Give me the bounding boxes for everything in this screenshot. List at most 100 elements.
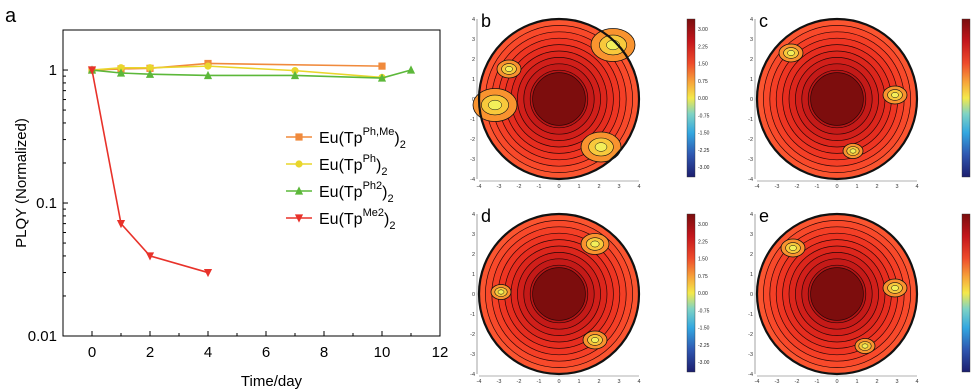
x-tick-label: 8: [320, 344, 328, 361]
y-tick-label: -2: [470, 137, 475, 143]
contour-spot: [580, 233, 610, 255]
x-tick-label: 2: [875, 379, 878, 385]
y-tick-label: 1: [750, 272, 753, 278]
x-tick-label: -3: [497, 184, 502, 190]
chart-a: 0 2 4 6 8 10 12 1 0.1 0.01 Time/day PLQY (Normalize…: [13, 29, 449, 390]
contour-spot: [496, 59, 522, 79]
x-tick-label: 2: [597, 379, 600, 385]
colorbar-tick-label: 3.00: [698, 222, 708, 228]
x-tick-label: 2: [146, 344, 154, 361]
data-point: [117, 64, 125, 72]
data-point: [295, 133, 303, 141]
y-tick-label: 2: [472, 57, 475, 63]
x-tick-label: 1: [577, 379, 580, 385]
colorbar-tick-label: -1.50: [698, 131, 710, 137]
legend-label: Eu(TpPh)2: [319, 153, 388, 178]
x-tick-label: -1: [815, 184, 820, 190]
data-point: [377, 73, 387, 82]
data-point: [291, 67, 299, 75]
colorbar-tick-label: -0.75: [698, 113, 710, 119]
colorbar-tick-label: -2.25: [698, 343, 710, 349]
contour-rim: [477, 17, 641, 181]
y-tick-label: -2: [748, 332, 753, 338]
data-point: [290, 70, 300, 80]
series-0: [88, 59, 386, 74]
panel-label-c: c: [759, 11, 768, 31]
y-tick-label: 4: [472, 17, 475, 23]
y-tick-label: -1: [470, 312, 475, 318]
x-tick-label: 4: [637, 379, 640, 385]
x-tick-label: -2: [795, 184, 800, 190]
colorbar-tick-label: 1.50: [698, 257, 708, 263]
contour-rim: [755, 17, 919, 181]
data-point: [145, 69, 155, 78]
x-tick-label: 4: [637, 184, 640, 190]
contour-spot: [582, 330, 608, 350]
contour-spot: [842, 143, 864, 159]
contour-core: [810, 72, 864, 126]
x-tick-label: 0: [557, 184, 560, 190]
x-tick-label: 3: [617, 379, 620, 385]
x-tick-label: -2: [795, 379, 800, 385]
y-tick-label: -1: [748, 312, 753, 318]
y-tick-label: -3: [748, 352, 753, 358]
series-line: [91, 69, 209, 274]
x-tick-label: -1: [815, 379, 820, 385]
x-tick-label: -2: [517, 379, 522, 385]
colorbar-tick-label: 0.00: [698, 96, 708, 102]
x-tick-label: -4: [477, 379, 482, 385]
data-point: [203, 70, 213, 80]
x-tick-label: 0: [557, 379, 560, 385]
colorbar-tick-label: -1.50: [698, 326, 710, 332]
y-tick-label: 0.01: [28, 328, 57, 345]
y-axis-label: PLQY (Normalized): [13, 118, 30, 248]
data-point: [204, 62, 212, 70]
series-2: [87, 65, 416, 82]
y-tick-label: 2: [750, 57, 753, 63]
x-tick-label: 3: [895, 379, 898, 385]
x-tick-label: 4: [915, 379, 918, 385]
contour-spot: [882, 278, 908, 298]
y-tick-label: -4: [470, 372, 475, 378]
data-point: [145, 252, 155, 261]
y-tick-label: 0: [472, 97, 475, 103]
x-tick-label: 6: [262, 344, 270, 361]
data-point: [378, 62, 386, 70]
y-tick-label: -3: [748, 157, 753, 163]
y-tick-label: -1: [748, 117, 753, 123]
y-tick-label: 4: [750, 17, 753, 23]
x-tick-label: 4: [204, 344, 212, 361]
x-tick-label: -2: [517, 184, 522, 190]
contour-core: [532, 267, 586, 321]
data-point: [116, 68, 126, 77]
x-tick-label: 3: [617, 184, 620, 190]
colorbar-tick-label: 0.75: [698, 274, 708, 280]
colorbar: [961, 18, 971, 178]
contour-spot: [854, 338, 876, 354]
y-tick-label: -3: [470, 157, 475, 163]
legend: Eu(TpPh,Me)2Eu(TpPh)2Eu(TpPh2)2Eu(TpMe2)…: [286, 126, 406, 232]
y-tick-label: 1: [750, 77, 753, 83]
x-tick-label: 12: [432, 344, 449, 361]
x-tick-label: 4: [915, 184, 918, 190]
contour-core: [810, 267, 864, 321]
y-tick-label: 4: [750, 212, 753, 218]
y-tick-label: -1: [470, 117, 475, 123]
y-tick-label: 0: [750, 292, 753, 298]
plot-frame-a: [62, 29, 441, 337]
colorbar: [686, 18, 696, 178]
y-tick-label: 2: [472, 252, 475, 258]
y-tick-label: -4: [470, 177, 475, 183]
x-tick-label: -3: [775, 184, 780, 190]
y-tick-label: -2: [470, 332, 475, 338]
x-tick-label: -4: [477, 184, 482, 190]
panel-label-b: b: [481, 11, 491, 31]
y-tick-label: 1: [49, 62, 57, 79]
data-point: [295, 160, 303, 168]
colorbar-tick-label: 2.25: [698, 44, 708, 50]
legend-item: Eu(TpMe2)2: [286, 207, 395, 232]
colorbar-tick-label: -3.00: [698, 165, 710, 171]
contour-spot: [472, 88, 518, 122]
x-tick-label: 3: [895, 184, 898, 190]
